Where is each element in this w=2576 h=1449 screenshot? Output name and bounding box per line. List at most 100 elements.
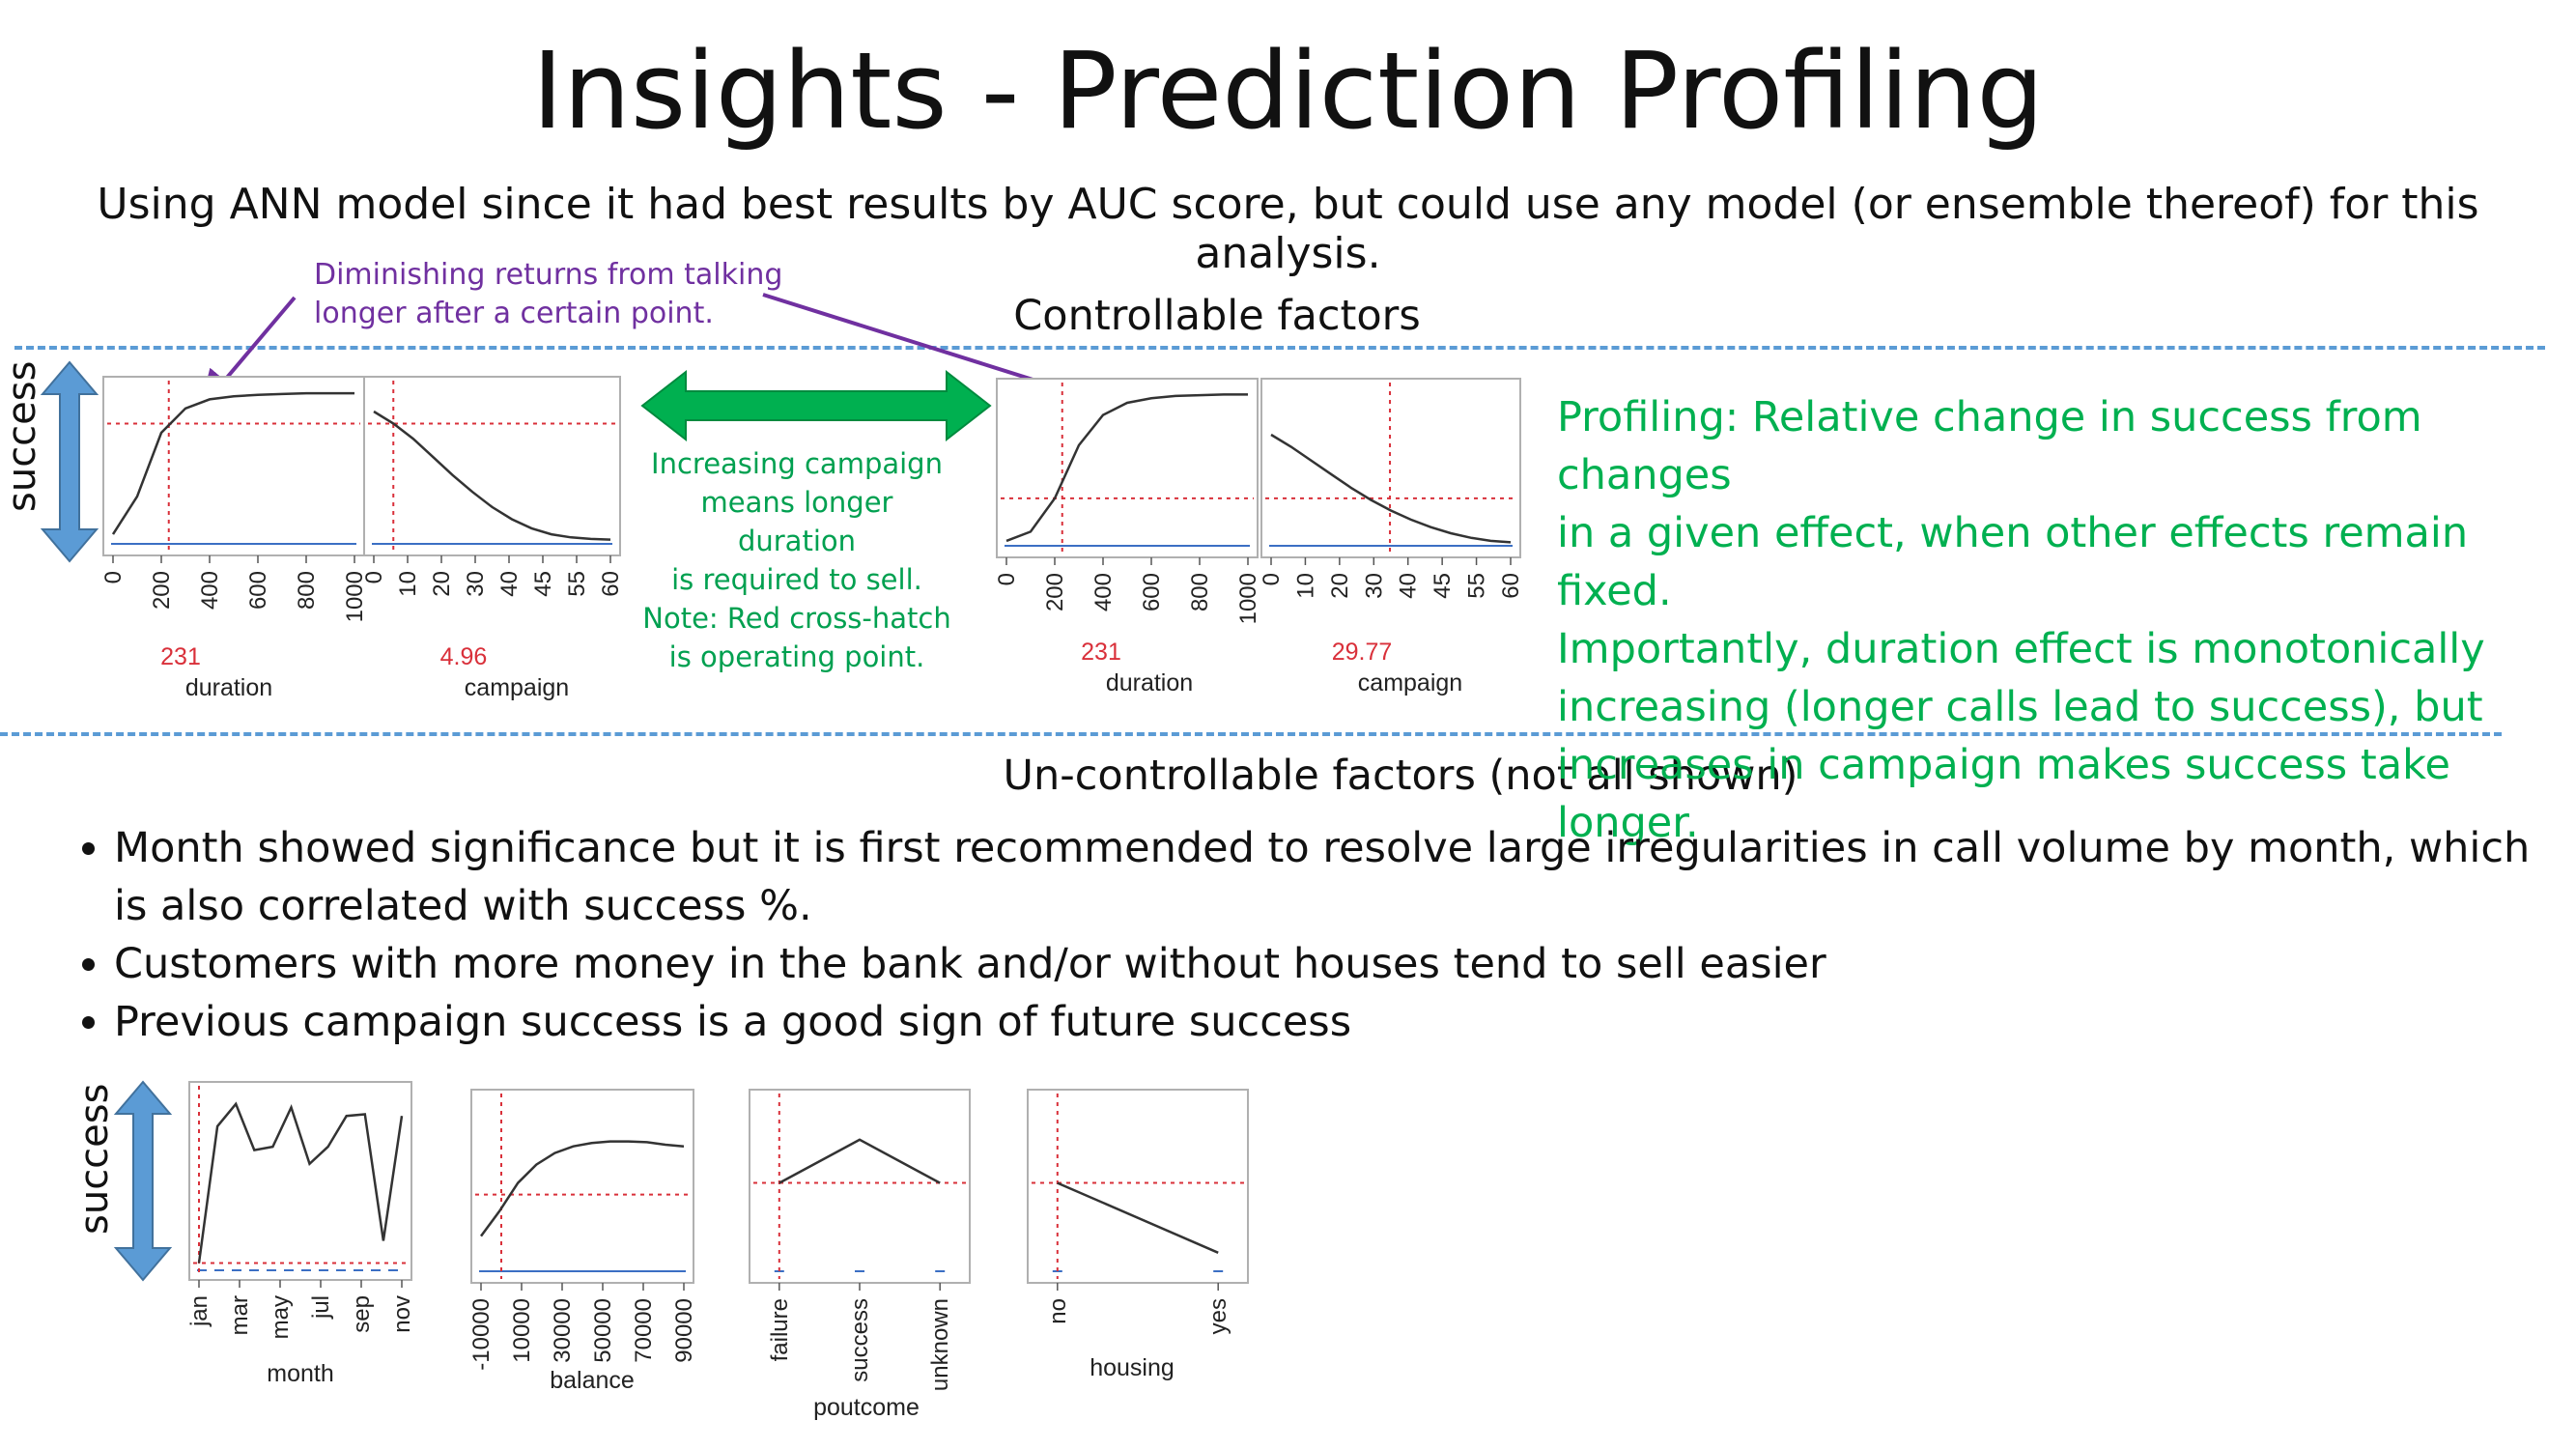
tick-label: 40	[1396, 573, 1422, 599]
plot-frame	[102, 376, 365, 556]
operating-point-label: 231	[1081, 639, 1121, 666]
tick-label: 0	[1259, 573, 1285, 585]
tick-label: may	[268, 1295, 294, 1339]
tick-label: 1000	[1235, 573, 1261, 624]
tick-label: 30	[1361, 573, 1387, 599]
series-line	[1057, 1181, 1219, 1254]
tick-label: jul	[308, 1295, 334, 1320]
profiling-text: Profiling: Relative change in success fr…	[1557, 388, 2562, 852]
tick-label: 70000	[631, 1298, 657, 1363]
axis-name-label: poutcome	[813, 1394, 920, 1421]
operating-point-label: 231	[160, 643, 201, 670]
tick-label: yes	[1205, 1298, 1231, 1334]
series-line	[1270, 433, 1512, 544]
purple-annotation: Diminishing returns from talking longer …	[314, 256, 816, 333]
profiling-line: in a given effect, when other effects re…	[1557, 509, 2469, 615]
bullet-item: Customers with more money in the bank an…	[114, 935, 2548, 993]
series-line	[111, 391, 354, 535]
page-subtitle: Using ANN model since it had best result…	[97, 180, 2479, 278]
plot-frame	[363, 376, 621, 556]
tick-label: 60	[1498, 573, 1524, 599]
series-line	[778, 1138, 941, 1184]
green-annotation-line: Increasing campaign	[651, 447, 943, 480]
series-line	[373, 410, 611, 541]
profiling-line: increases in campaign makes success take…	[1557, 741, 2450, 847]
profile-chart-month: jan mar may jul sep nov month	[186, 1081, 415, 1387]
axis-name-label: duration	[1106, 669, 1193, 696]
tick-label: no	[1045, 1298, 1071, 1324]
tick-label: 400	[197, 571, 223, 610]
tick-label: 400	[1090, 573, 1117, 611]
plot-frame	[1027, 1089, 1249, 1284]
bullet-list: Month showed significance but it is firs…	[39, 819, 2548, 1051]
tick-label: 800	[294, 571, 320, 610]
axis-name-label: duration	[185, 674, 272, 701]
axis-name-label: balance	[550, 1367, 635, 1394]
double-arrow-icon	[40, 360, 99, 563]
plot-frame	[749, 1089, 971, 1284]
green-annotation-line: means longer duration	[700, 486, 893, 557]
profile-chart-duration: 0 200 400 600 800 1000 duration 231	[100, 376, 368, 701]
tick-label: 10000	[509, 1298, 535, 1363]
axis-name-label: housing	[1090, 1354, 1175, 1381]
tick-label: 60	[598, 571, 624, 597]
green-annotation-line: Note: Red cross-hatch	[642, 602, 951, 635]
double-arrow-icon	[113, 1080, 173, 1282]
profile-chart-housing: no yes housing	[1027, 1089, 1249, 1381]
tick-label: 45	[530, 571, 556, 597]
axis-name-label: campaign	[465, 674, 569, 701]
purple-annotation-line: longer after a certain point.	[314, 297, 714, 330]
axis-name-label: campaign	[1358, 669, 1462, 696]
dashed-rule-top	[14, 346, 2545, 350]
series-line	[1005, 393, 1248, 543]
tick-label: nov	[389, 1295, 415, 1333]
tick-label: 20	[1327, 573, 1353, 599]
tick-label: 0	[994, 573, 1020, 585]
uncontrollable-heading: Un-controllable factors (not all shown)	[1003, 752, 1798, 800]
green-annotation-line: is required to sell.	[671, 563, 922, 596]
green-annotation: Increasing campaign means longer duratio…	[637, 444, 956, 676]
tick-label: 30	[463, 571, 489, 597]
tick-label: success	[847, 1298, 873, 1382]
tick-label: failure	[767, 1298, 793, 1361]
profile-chart-campaign: 0 10 20 30 40 45 55 60 campaign 4.96	[361, 376, 624, 701]
profiling-line: Profiling: Relative change in success fr…	[1557, 393, 2422, 499]
dashed-rule-bottom	[0, 732, 2502, 736]
axis-name-label: month	[267, 1360, 333, 1387]
tick-label: 1000	[342, 571, 368, 622]
controllable-heading: Controllable factors	[1013, 292, 1421, 340]
tick-label: 55	[1464, 573, 1490, 599]
tick-label: 200	[1042, 573, 1068, 611]
purple-annotation-line: Diminishing returns from talking	[314, 258, 783, 292]
tick-label: 200	[149, 571, 175, 610]
tick-label: 600	[245, 571, 271, 610]
tick-label: 30000	[550, 1298, 576, 1363]
green-annotation-line: is operating point.	[668, 640, 925, 673]
tick-label: 45	[1430, 573, 1456, 599]
profile-chart-balance: -10000 10000 30000 50000 70000 90000 balance	[468, 1089, 697, 1394]
series-line	[197, 1101, 404, 1264]
tick-label: unknown	[927, 1298, 953, 1391]
tick-label: 600	[1139, 573, 1165, 611]
tick-label: 0	[361, 571, 387, 583]
tick-label: mar	[227, 1295, 253, 1335]
tick-label: sep	[349, 1295, 375, 1333]
tick-label: 0	[100, 571, 127, 583]
tick-label: -10000	[468, 1298, 495, 1371]
plot-frame	[470, 1089, 694, 1284]
tick-label: 20	[429, 571, 455, 597]
tick-label: jan	[186, 1295, 212, 1327]
plot-frame	[188, 1081, 412, 1281]
profile-chart-poutcome: failure success unknown poutcome	[749, 1089, 971, 1421]
green-double-arrow-icon	[640, 369, 992, 442]
operating-point-label: 29.77	[1332, 639, 1393, 666]
page-title: Insights - Prediction Profiling	[531, 29, 2045, 153]
profiling-line: increasing (longer calls lead to success…	[1557, 683, 2483, 731]
tick-label: 10	[1292, 573, 1318, 599]
tick-label: 90000	[671, 1298, 697, 1363]
bullet-item: Previous campaign success is a good sign…	[114, 993, 2548, 1051]
tick-label: 800	[1187, 573, 1213, 611]
operating-point-label: 4.96	[440, 643, 488, 670]
tick-label: 55	[564, 571, 590, 597]
